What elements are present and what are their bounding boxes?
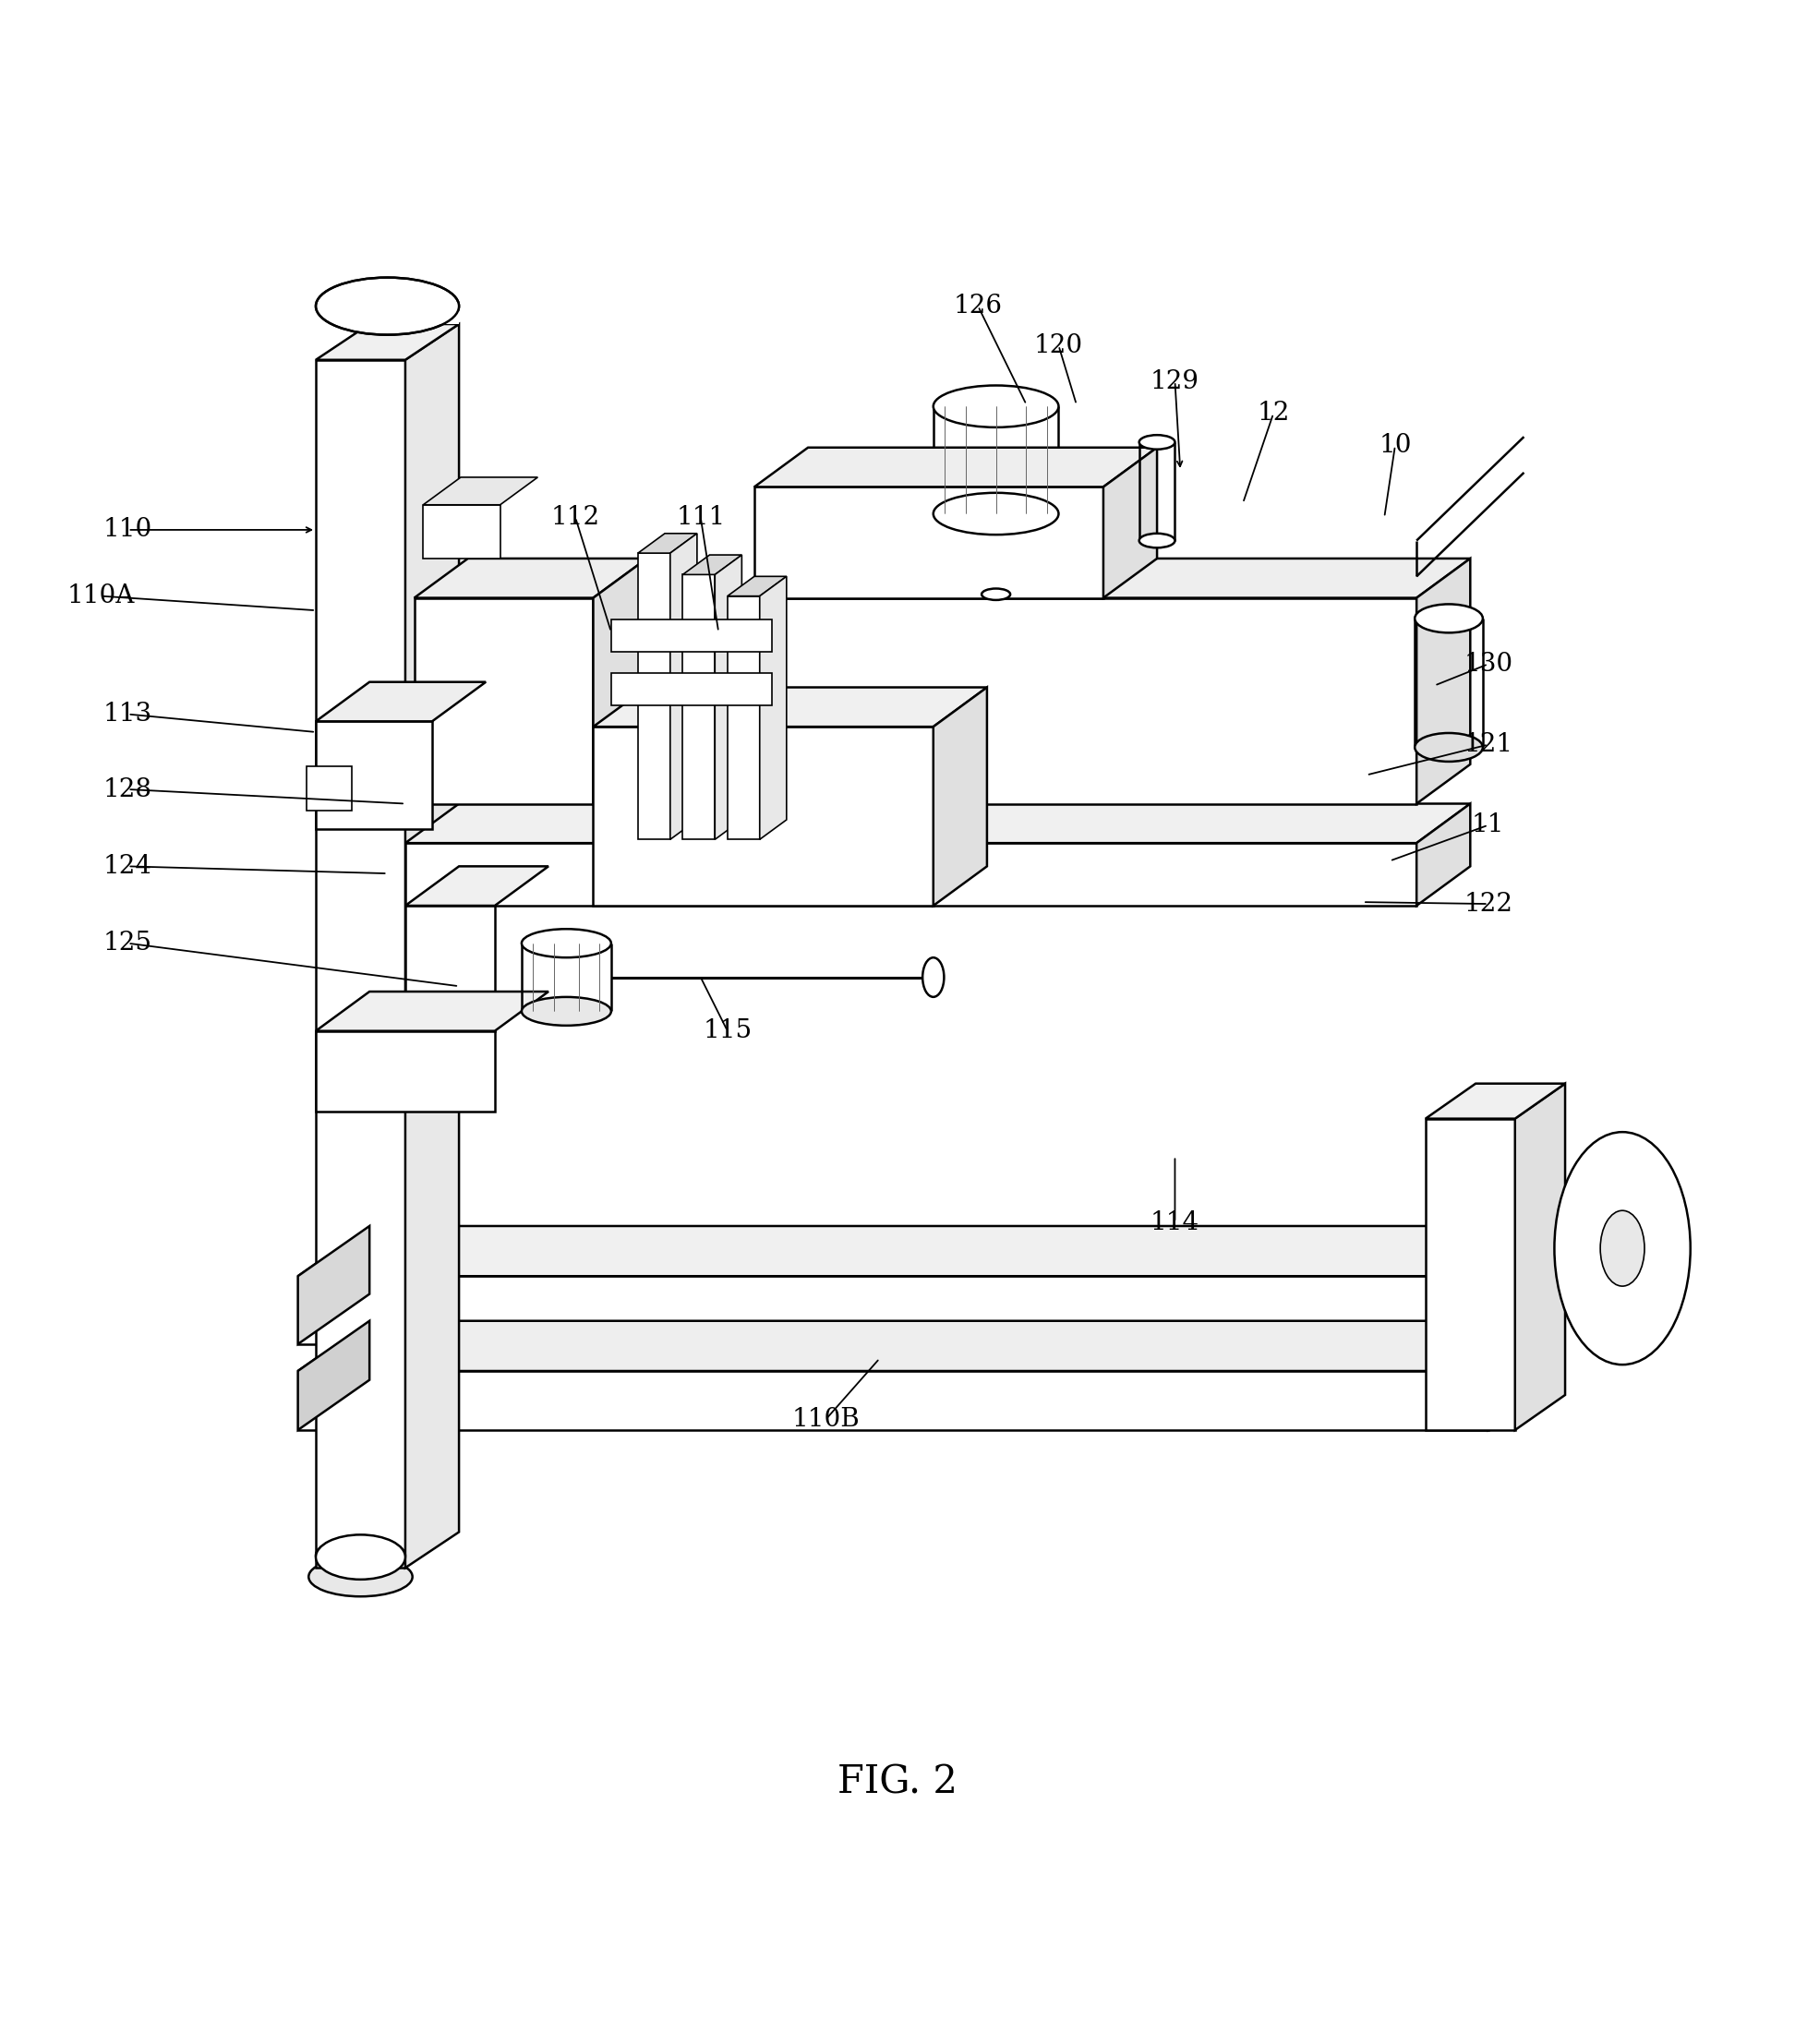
Polygon shape [316, 1030, 495, 1112]
Ellipse shape [522, 928, 610, 957]
Polygon shape [727, 597, 759, 840]
Polygon shape [1416, 558, 1470, 803]
Ellipse shape [933, 386, 1059, 427]
Polygon shape [1104, 448, 1158, 597]
Polygon shape [610, 619, 772, 652]
Polygon shape [933, 687, 987, 905]
Polygon shape [424, 505, 501, 558]
Text: 129: 129 [1151, 368, 1199, 394]
Polygon shape [637, 554, 670, 840]
Polygon shape [754, 448, 1158, 486]
Polygon shape [682, 574, 714, 840]
Polygon shape [424, 476, 539, 505]
Polygon shape [406, 803, 1470, 842]
Ellipse shape [982, 589, 1011, 601]
Ellipse shape [316, 1537, 406, 1574]
Text: 125: 125 [104, 930, 153, 957]
Polygon shape [1425, 1118, 1515, 1431]
Polygon shape [298, 1226, 370, 1345]
Polygon shape [298, 1372, 1488, 1431]
Text: 110: 110 [104, 517, 153, 542]
Polygon shape [406, 867, 549, 905]
Text: 126: 126 [953, 294, 1003, 319]
Polygon shape [592, 728, 933, 905]
Text: 130: 130 [1463, 652, 1513, 677]
Ellipse shape [1414, 734, 1483, 762]
Polygon shape [307, 766, 352, 811]
Text: 110B: 110B [792, 1406, 860, 1431]
Polygon shape [670, 533, 696, 840]
Polygon shape [370, 303, 460, 325]
Polygon shape [415, 597, 592, 803]
Polygon shape [406, 325, 460, 1568]
Text: 10: 10 [1379, 433, 1411, 458]
Polygon shape [759, 576, 786, 840]
Polygon shape [637, 533, 696, 554]
Polygon shape [406, 905, 495, 1030]
Polygon shape [1488, 1320, 1560, 1431]
Polygon shape [1425, 1083, 1565, 1118]
Ellipse shape [309, 1558, 413, 1596]
Polygon shape [682, 554, 741, 574]
Text: 121: 121 [1463, 732, 1513, 756]
Ellipse shape [1140, 435, 1176, 450]
Text: 120: 120 [1034, 333, 1082, 358]
Text: 115: 115 [704, 1018, 752, 1042]
Polygon shape [316, 991, 549, 1030]
Text: 114: 114 [1151, 1210, 1199, 1235]
Ellipse shape [522, 997, 610, 1026]
Ellipse shape [1601, 1210, 1644, 1286]
Polygon shape [592, 558, 646, 803]
Polygon shape [754, 558, 1470, 597]
Polygon shape [298, 1320, 1560, 1372]
Text: 111: 111 [677, 505, 725, 529]
Polygon shape [316, 722, 433, 828]
Text: 128: 128 [104, 777, 153, 801]
Text: 110A: 110A [66, 585, 135, 609]
Ellipse shape [933, 493, 1059, 536]
Text: 11: 11 [1472, 814, 1504, 838]
Ellipse shape [316, 1535, 406, 1580]
Polygon shape [316, 360, 406, 1568]
Text: 122: 122 [1463, 891, 1513, 916]
Text: FIG. 2: FIG. 2 [838, 1764, 957, 1803]
Ellipse shape [1414, 605, 1483, 634]
Polygon shape [754, 486, 1104, 597]
Polygon shape [727, 576, 786, 597]
Polygon shape [754, 597, 1416, 803]
Polygon shape [406, 842, 1416, 905]
Polygon shape [298, 1226, 1560, 1275]
Polygon shape [316, 683, 486, 722]
Ellipse shape [923, 957, 944, 997]
Polygon shape [1488, 1226, 1560, 1345]
Ellipse shape [1554, 1132, 1691, 1365]
Ellipse shape [1140, 533, 1176, 548]
Polygon shape [592, 687, 987, 728]
Polygon shape [714, 554, 741, 840]
Text: 12: 12 [1256, 401, 1289, 425]
Ellipse shape [316, 278, 460, 335]
Text: 124: 124 [104, 854, 153, 879]
Text: 112: 112 [551, 505, 600, 529]
Polygon shape [610, 672, 772, 705]
Polygon shape [298, 1275, 1488, 1345]
Text: 113: 113 [104, 701, 153, 728]
Polygon shape [415, 558, 646, 597]
Polygon shape [1515, 1083, 1565, 1431]
Polygon shape [298, 1320, 370, 1431]
Polygon shape [1416, 803, 1470, 905]
Polygon shape [316, 325, 460, 360]
